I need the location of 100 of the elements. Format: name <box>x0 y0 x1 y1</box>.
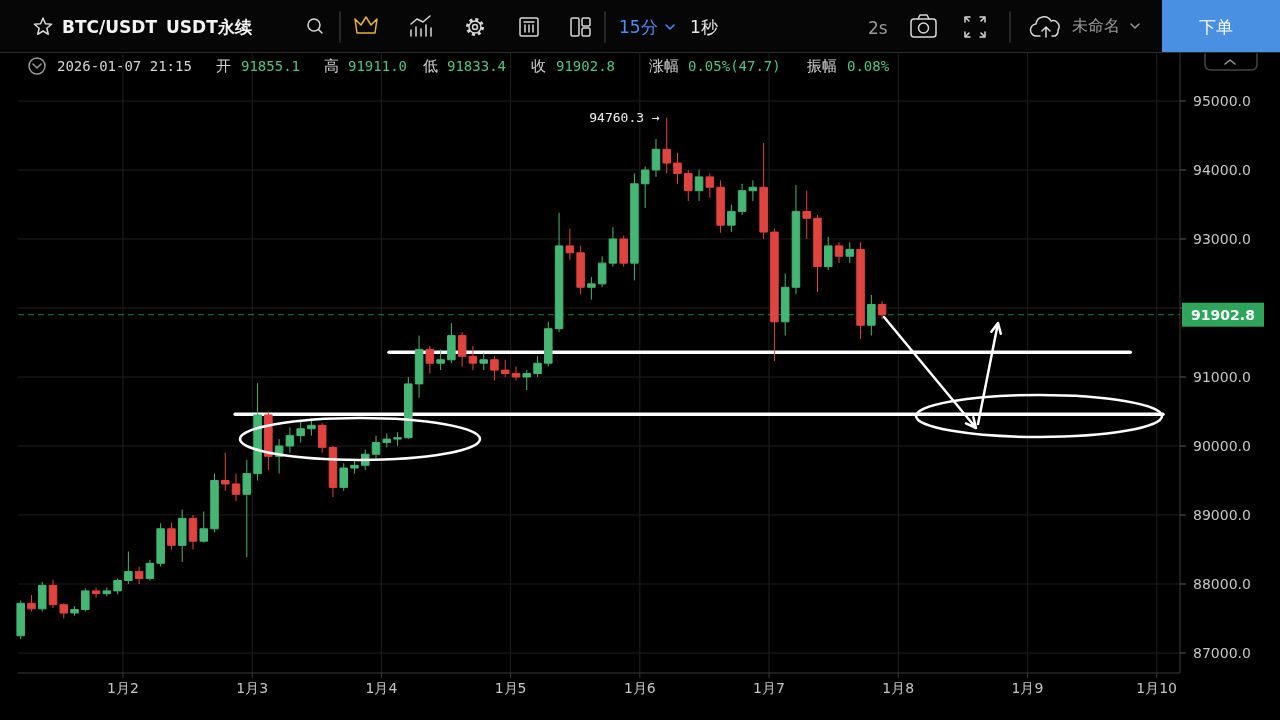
candlestick <box>210 473 219 533</box>
candlestick <box>48 579 58 609</box>
candlestick <box>81 587 90 613</box>
candlestick <box>317 422 327 454</box>
y-tick-label: 87000.0 <box>1193 644 1251 661</box>
candlestick <box>37 581 47 613</box>
candlestick <box>823 236 833 271</box>
candlestick <box>533 355 542 378</box>
candlestick <box>587 276 596 301</box>
y-tick-label: 91000.0 <box>1193 368 1251 385</box>
annotation: 2026-01-07 21:15 <box>57 58 192 74</box>
x-tick-label: 1月9 <box>1011 680 1044 696</box>
candlestick <box>253 382 262 481</box>
candlestick <box>339 462 348 492</box>
candlestick <box>328 445 338 498</box>
candlestick <box>468 345 478 371</box>
annotation: 开 <box>216 57 231 75</box>
candlestick <box>479 352 488 371</box>
candlestick <box>102 586 112 597</box>
candlestick <box>113 577 122 595</box>
candlestick <box>500 359 510 378</box>
text: 2s <box>868 18 888 38</box>
candlestick <box>231 473 241 502</box>
candlestick <box>759 142 768 240</box>
x-tick-label: 1月2 <box>107 680 139 696</box>
annotation: 振幅 <box>807 57 837 75</box>
annotation: 91833.4 <box>447 58 507 74</box>
candlestick <box>242 459 252 558</box>
x-tick-label: 1月7 <box>753 680 785 696</box>
ref-line-label: 91902.8 <box>1191 306 1255 323</box>
annotation: 收 <box>531 57 546 75</box>
annotation: 91902.8 <box>556 58 616 74</box>
x-tick-label: 1月5 <box>494 680 527 696</box>
candlestick <box>705 172 715 199</box>
annotation: 高 <box>324 57 339 75</box>
candlestick <box>770 228 779 362</box>
candlestick <box>145 559 155 582</box>
candlestick <box>694 169 704 202</box>
annotation: 0.05%(47.7) <box>688 58 781 74</box>
x-tick-label: 1月4 <box>365 680 398 696</box>
candlestick <box>716 179 725 234</box>
text: 未命名 <box>1072 16 1120 35</box>
chart-title: BTC/USDT <box>62 17 158 37</box>
candlestick <box>522 369 532 391</box>
candlestick <box>662 117 672 174</box>
candlestick <box>350 459 359 475</box>
candlestick <box>619 235 628 268</box>
candlestick <box>630 172 639 281</box>
annotation: 低 <box>423 57 438 75</box>
candlestick <box>640 166 650 209</box>
candlestick <box>382 433 392 448</box>
candlestick <box>221 452 230 492</box>
candlestick <box>70 605 79 617</box>
candlestick <box>490 355 499 381</box>
y-tick-label: 95000.0 <box>1193 92 1251 109</box>
y-tick-label: 90000.0 <box>1193 437 1251 454</box>
candlestick <box>511 366 521 381</box>
candlestick <box>845 241 855 264</box>
candlestick <box>673 152 682 185</box>
candlestick <box>134 566 144 585</box>
annotation: 91855.1 <box>241 58 301 74</box>
candlestick <box>436 348 445 371</box>
candlestick <box>834 241 844 264</box>
candlestick <box>457 331 467 368</box>
annotation: 0.08% <box>847 58 890 74</box>
candlestick <box>856 241 865 340</box>
candlestick <box>544 321 553 368</box>
chart-subtitle: USDT永续 <box>166 17 253 37</box>
candlestick <box>554 212 564 333</box>
candlestick <box>565 228 575 261</box>
candlestick <box>371 435 381 459</box>
x-tick-label: 1月3 <box>236 680 269 696</box>
annotation: 涨幅 <box>649 57 679 75</box>
x-tick-label: 1月10 <box>1136 680 1178 696</box>
annotation: 94760.3 → <box>589 110 660 126</box>
candlestick <box>813 214 822 293</box>
candlestick <box>16 600 25 640</box>
candlestick <box>59 602 69 619</box>
candlestick <box>188 514 198 550</box>
candlestick <box>684 169 693 202</box>
candlestick <box>199 511 209 544</box>
candlestick <box>156 522 165 568</box>
candlestick <box>867 294 876 337</box>
candlestick <box>296 421 305 444</box>
candlestick <box>425 345 435 375</box>
candlestick <box>576 245 585 295</box>
y-tick-label: 94000.0 <box>1193 161 1251 178</box>
x-tick-label: 1月8 <box>882 680 915 696</box>
candlestick <box>124 551 133 585</box>
y-tick-label: 88000.0 <box>1193 575 1251 592</box>
candlestick <box>447 322 456 364</box>
candlestick <box>27 594 36 613</box>
candlestick <box>393 431 402 447</box>
candlestick <box>177 508 187 563</box>
text: 1秒 <box>690 17 718 37</box>
text: 下单 <box>1199 17 1233 37</box>
candlestick <box>414 335 424 399</box>
candlestick <box>404 376 413 440</box>
y-tick-label: 93000.0 <box>1193 230 1251 247</box>
candlestick <box>802 190 811 240</box>
